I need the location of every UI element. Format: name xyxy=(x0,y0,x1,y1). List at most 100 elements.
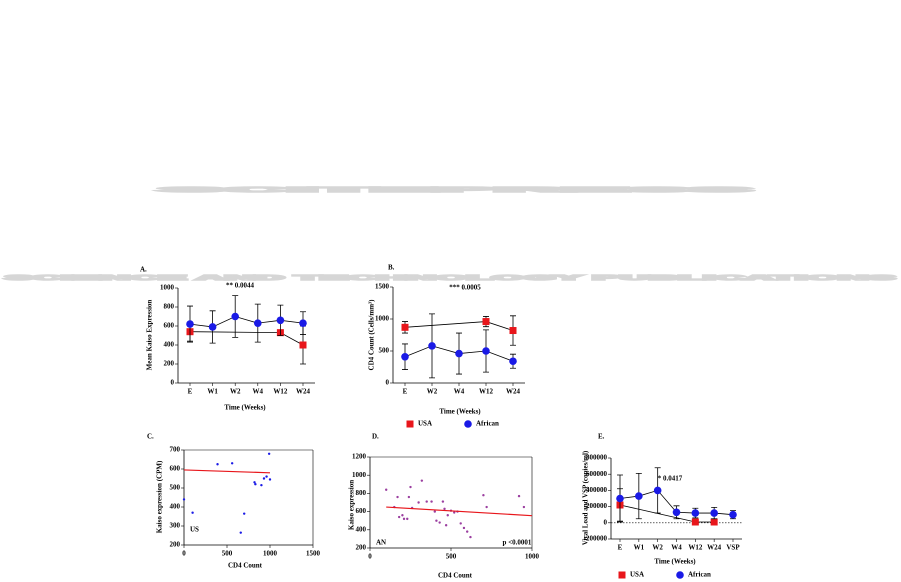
x-axis-label: CD4 Count xyxy=(438,572,473,580)
annotation: p <0.0001 xyxy=(503,539,532,547)
x-axis-label: Time (Weeks) xyxy=(224,404,266,412)
scatter-point xyxy=(182,498,186,501)
data-point xyxy=(691,518,699,526)
x-tick-label: 1000 xyxy=(263,550,278,558)
legend-marker xyxy=(464,420,472,428)
scatter-point xyxy=(397,515,401,519)
scatter-point xyxy=(443,507,446,511)
scatter-point xyxy=(243,512,246,515)
series-line xyxy=(189,331,304,346)
x-tick-label: W4 xyxy=(671,544,682,552)
x-tick-label: E xyxy=(403,388,408,396)
data-point xyxy=(299,319,307,327)
scatter-point xyxy=(430,500,433,503)
scatter-point xyxy=(522,505,526,509)
y-axis-label: Kaiso expression xyxy=(348,480,356,530)
y-tick-label: 800000 xyxy=(586,454,608,462)
watermark-title: SCITEPRESS xyxy=(160,187,754,194)
panel-label: B. xyxy=(388,264,395,272)
legend-marker xyxy=(676,571,684,579)
data-point xyxy=(186,320,194,328)
x-tick-label: 1500 xyxy=(306,550,321,558)
x-axis-label: CD4 Count xyxy=(228,562,263,570)
data-point xyxy=(482,318,490,326)
scatter-point xyxy=(254,483,257,486)
scatter-point xyxy=(420,479,424,482)
y-axis-label: CD4 Count (Cells/mm³) xyxy=(368,299,376,371)
x-axis-label: Time (Weeks) xyxy=(654,558,696,566)
scatter-point xyxy=(482,494,485,497)
data-point xyxy=(509,327,517,335)
y-tick-label: 0 xyxy=(171,379,175,387)
panel-label: D. xyxy=(372,433,379,441)
scatter-point xyxy=(459,522,462,525)
y-tick-label: 200 xyxy=(356,544,367,552)
x-tick-label: W2 xyxy=(427,388,438,396)
scatter-point xyxy=(469,535,472,539)
x-tick-label: W2 xyxy=(652,544,663,552)
scatter-point xyxy=(441,500,445,503)
y-tick-label: 200 xyxy=(170,541,181,549)
y-tick-label: 400 xyxy=(170,503,181,511)
data-point xyxy=(428,342,436,350)
x-tick-label: W24 xyxy=(506,388,521,396)
x-tick-label: 500 xyxy=(222,550,233,558)
legend-label: African xyxy=(688,571,711,579)
y-tick-label: 600 xyxy=(164,322,175,330)
x-tick-label: 500 xyxy=(446,553,457,561)
y-tick-label: 1000 xyxy=(352,471,367,479)
series-line xyxy=(404,321,514,331)
data-point xyxy=(276,316,285,325)
x-tick-label: W12 xyxy=(688,544,703,552)
scatter-point xyxy=(385,488,388,491)
data-point xyxy=(482,347,490,355)
scatter-point xyxy=(425,500,428,503)
y-tick-label: 200000 xyxy=(586,502,608,510)
x-tick-label: VSP xyxy=(726,544,740,552)
data-point xyxy=(729,510,737,519)
data-point xyxy=(710,509,718,517)
y-tick-label: 500 xyxy=(379,347,390,355)
x-tick-label: W24 xyxy=(707,544,722,552)
y-tick-label: 800 xyxy=(356,489,367,497)
fit-line xyxy=(183,469,271,474)
x-tick-label: 0 xyxy=(368,553,372,561)
scatter-point xyxy=(466,530,469,533)
data-point xyxy=(509,357,517,366)
annotation: *** 0.0005 xyxy=(449,284,481,292)
y-tick-label: -200000 xyxy=(584,535,608,543)
scatter-point xyxy=(401,514,404,517)
data-point xyxy=(616,494,624,503)
series-line xyxy=(619,504,715,523)
x-tick-label: W12 xyxy=(479,388,494,396)
legend-label: USA xyxy=(630,571,644,579)
scatter-point xyxy=(433,510,436,513)
scatter-point xyxy=(239,531,242,534)
x-tick-label: W2 xyxy=(230,388,241,396)
annotation: * 0.0417 xyxy=(658,475,683,483)
scatter-point xyxy=(446,514,449,517)
x-axis-label: Time (Weeks) xyxy=(439,408,481,416)
y-tick-label: 1000 xyxy=(375,315,390,323)
y-tick-label: 1000 xyxy=(160,284,175,292)
data-point xyxy=(253,319,262,327)
x-tick-label: W24 xyxy=(296,388,311,396)
scatter-point xyxy=(260,483,263,487)
scatter-point xyxy=(435,519,438,522)
data-point xyxy=(672,508,681,517)
scatter-point xyxy=(438,521,441,524)
series-line xyxy=(189,316,304,328)
x-tick-label: E xyxy=(618,544,623,552)
y-tick-label: 600 xyxy=(356,507,367,515)
y-tick-label: 500 xyxy=(170,484,181,492)
scatter-point xyxy=(462,526,466,530)
y-tick-label: 1500 xyxy=(375,283,390,291)
data-point xyxy=(710,518,718,526)
legend-label: African xyxy=(476,420,499,428)
y-tick-label: 300 xyxy=(170,522,181,530)
data-point xyxy=(455,349,463,358)
data-point xyxy=(691,509,700,517)
y-tick-label: 800 xyxy=(164,303,175,311)
scatter-point xyxy=(230,462,234,465)
